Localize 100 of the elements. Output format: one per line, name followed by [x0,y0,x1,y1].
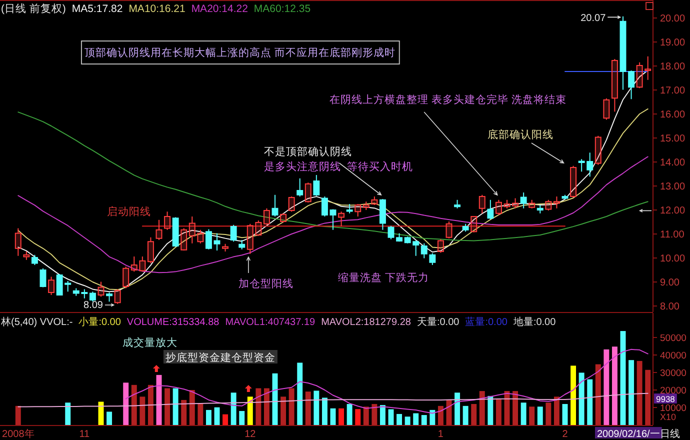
candlestick [246,223,254,254]
candlestick [255,220,262,236]
bar [570,366,576,425]
line-series [18,392,648,408]
bar [512,391,518,425]
candlestick [388,225,394,240]
candlestick [230,224,237,242]
y-tick-label: 16.00 [660,110,686,120]
candlestick [48,276,55,296]
candlestick [379,198,386,230]
candlestick [280,212,287,223]
candlestick [147,236,154,264]
candlestick [272,194,278,217]
candlestick [611,58,618,112]
y-tick-label: 12.00 [660,206,686,216]
bar [562,404,568,425]
bar [355,409,361,425]
candlestick [470,216,478,233]
candlestick [338,211,345,228]
candlestick [172,216,179,248]
candlestick [536,204,544,214]
bar [330,408,336,425]
bar [496,399,502,425]
bar [421,415,427,425]
candlestick [495,199,502,216]
y-tick-label: 9.00 [660,278,680,288]
candlestick [512,198,519,209]
bar [338,408,344,425]
bar [462,406,468,425]
bar [546,402,552,425]
bar [172,388,178,425]
candlestick [205,228,212,250]
candlestick [296,178,304,198]
annotation: 不是顶部确认阴线 [264,145,352,158]
candlestick [139,256,146,272]
x-tick-label: 11 [79,429,90,440]
annotation: VOLUME:315334.88 [126,317,220,328]
annotation: 在阴线上方横盘整理 表多头建仓完毕 洗盘将结束 [329,93,566,106]
candlestick [454,199,461,209]
annotation: 是多头注意阴线 等待买入时机 [264,160,413,173]
y-tick-label: 10000 [660,402,686,414]
annotation: 20.07 [580,13,606,24]
candlestick [504,199,510,209]
candlestick [594,135,602,166]
annotation: 启动阳线 [106,205,151,218]
candlestick [396,232,403,242]
bar [181,400,187,425]
y-tick-label: 19.00 [660,38,686,48]
y-tick-label: 14.00 [660,158,686,168]
bar [198,403,204,425]
y-tick-label: 15.00 [660,134,686,144]
candlestick [304,182,312,204]
bar [471,404,477,425]
bar [488,396,494,425]
candlestick [478,194,486,214]
candlestick [429,252,436,266]
y-tick-label: 50000 [660,332,686,344]
candlestick [106,292,113,302]
text: MA60:12.35 [254,3,311,15]
y-tick-label: 20000 [660,385,686,396]
candlestick [462,223,469,232]
candlestick [188,216,196,244]
y-tick-label: 40000 [660,350,686,362]
bar [554,396,560,425]
candlestick [362,201,370,210]
candlestick [164,211,171,230]
candlestick [238,240,246,250]
bar [65,402,71,425]
candlestick [346,204,353,214]
candlestick [263,208,270,226]
bar [131,384,137,425]
candlestick [180,228,188,252]
candlestick [371,196,378,206]
y-tick-label: 20.00 [660,14,686,24]
line-series [18,108,648,290]
bar [537,406,543,425]
text: MA10:16.21 [128,3,186,15]
bar [628,360,634,425]
chart-title: 林(5,40) VVOL:- [0,316,73,328]
bar [612,346,618,425]
bar [645,370,651,425]
y-tick-label: 18.00 [660,62,686,72]
bar [123,382,129,425]
annotation: 缩量洗盘 下跌无力 [338,271,430,284]
annotation: 加仓型阳线 [238,277,294,290]
candlestick [156,219,162,240]
annotation: 8.09 [84,300,104,311]
bar [280,396,286,425]
bar [189,390,195,425]
x-tick-label: 2008年 [2,428,34,440]
candlestick [313,174,320,196]
candlestick [603,98,610,120]
bar [264,388,270,425]
candlestick [40,268,46,288]
text: MA20:14.22 [191,3,248,15]
candlestick [437,238,444,254]
bar [578,372,584,425]
candlestick [122,266,130,289]
line-series [18,112,648,242]
candlestick [130,256,138,272]
